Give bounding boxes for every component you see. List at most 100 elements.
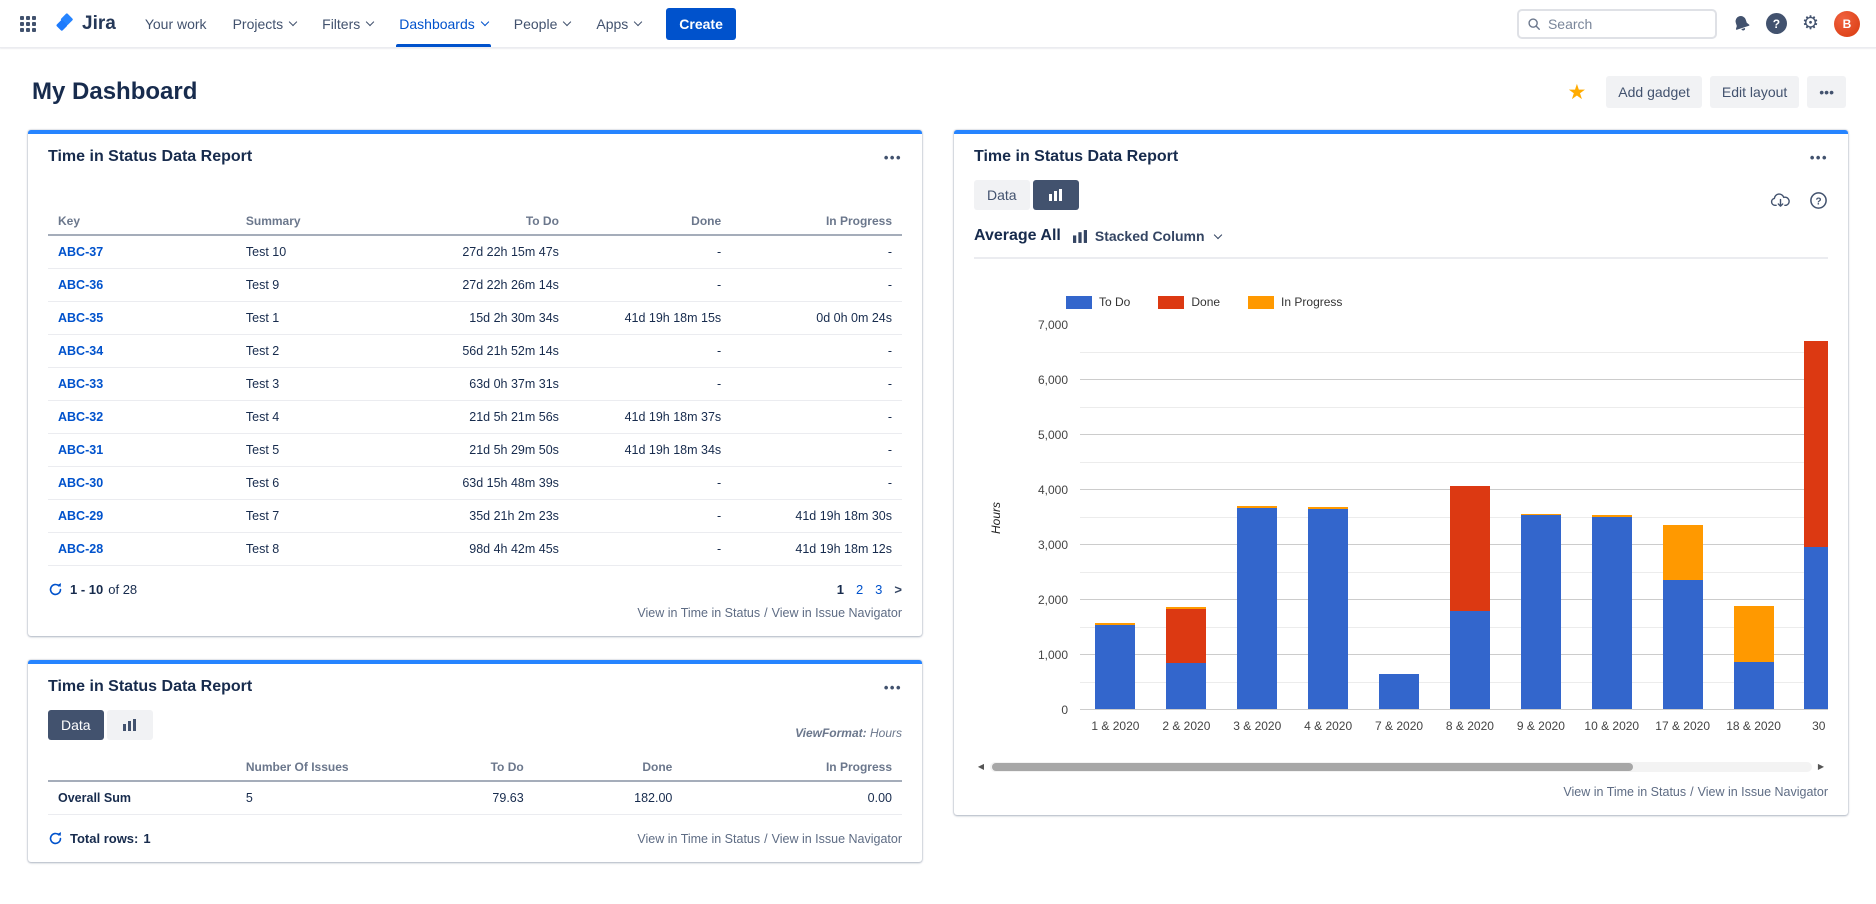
x-tick-label: 7 & 2020 (1375, 719, 1423, 733)
issue-key-link[interactable]: ABC-32 (58, 410, 103, 424)
scrollbar-thumb[interactable] (992, 763, 1633, 771)
view-in-time-in-status-link[interactable]: View in Time in Status (1563, 785, 1686, 799)
issue-key-link[interactable]: ABC-31 (58, 443, 103, 457)
col-header-done[interactable]: Done (569, 208, 731, 235)
tab-chart[interactable] (107, 710, 153, 740)
jira-logo[interactable]: Jira (54, 13, 116, 35)
col-header-summary[interactable]: Summary (236, 208, 398, 235)
y-tick-label: 0 (1061, 703, 1068, 717)
bar-segment (1663, 580, 1703, 709)
bar-11[interactable] (1804, 341, 1828, 709)
col-header-todo[interactable]: To Do (398, 754, 534, 781)
issue-summary: Test 5 (236, 434, 398, 467)
search-input[interactable] (1548, 16, 1707, 32)
dashboard-more-button[interactable]: ••• (1807, 76, 1846, 108)
view-in-issue-navigator-link[interactable]: View in Issue Navigator (772, 832, 902, 846)
nav-item-your-work[interactable]: Your work (132, 0, 220, 47)
gadget-more-icon[interactable]: ••• (884, 150, 902, 165)
tab-data[interactable]: Data (48, 710, 104, 740)
issue-key-link[interactable]: ABC-29 (58, 509, 103, 523)
tab-chart[interactable] (1033, 180, 1079, 210)
issue-key-link[interactable]: ABC-34 (58, 344, 103, 358)
gadget-title: Time in Status Data Report (48, 148, 252, 166)
bar-10[interactable] (1734, 606, 1774, 709)
issue-key-link[interactable]: ABC-35 (58, 311, 103, 325)
done-value: 41d 19h 18m 34s (569, 434, 731, 467)
col-header-todo[interactable]: To Do (398, 208, 569, 235)
chart-type-select[interactable]: Stacked Column (1073, 228, 1221, 244)
view-in-time-in-status-link[interactable]: View in Time in Status (637, 606, 760, 620)
page-3-link[interactable]: 3 (875, 582, 882, 597)
gadget-footer-links: View in Time in Status / View in Issue N… (637, 832, 902, 846)
bar-segment (1663, 525, 1703, 581)
in-progress-value: 41d 19h 18m 12s (731, 533, 902, 566)
notifications-bell-icon[interactable] (1729, 12, 1753, 36)
link-separator: / (1690, 785, 1693, 799)
download-icon[interactable] (1770, 192, 1791, 209)
view-in-issue-navigator-link[interactable]: View in Issue Navigator (772, 606, 902, 620)
legend-swatch-icon (1248, 296, 1274, 309)
nav-item-projects[interactable]: Projects (220, 0, 310, 47)
bar-2[interactable] (1166, 607, 1206, 709)
page-1-current[interactable]: 1 (837, 582, 844, 597)
bar-1[interactable] (1095, 623, 1135, 709)
view-tabs-row: Data ViewFormat: Hours (48, 710, 902, 740)
bar-9[interactable] (1663, 525, 1703, 709)
search-box[interactable] (1517, 9, 1717, 39)
bar-7[interactable] (1521, 514, 1561, 709)
y-axis-title-wrap: Hours (980, 325, 1012, 710)
view-in-time-in-status-link[interactable]: View in Time in Status (637, 832, 760, 846)
scroll-right-arrow[interactable]: ▶ (1814, 761, 1828, 773)
create-button[interactable]: Create (666, 8, 736, 40)
refresh-icon[interactable] (48, 582, 63, 597)
issue-summary: Test 9 (236, 269, 398, 302)
help-circle-icon[interactable]: ? (1809, 191, 1828, 210)
legend-swatch-icon (1158, 296, 1184, 309)
gadget-more-icon[interactable]: ••• (884, 680, 902, 695)
legend-item[interactable]: Done (1158, 295, 1220, 309)
done-value: - (569, 335, 731, 368)
bar-4[interactable] (1308, 507, 1348, 709)
issue-key-link[interactable]: ABC-28 (58, 542, 103, 556)
col-header-in-progress[interactable]: In Progress (682, 754, 902, 781)
legend-item[interactable]: To Do (1066, 295, 1130, 309)
bar-5[interactable] (1379, 674, 1419, 709)
bar-3[interactable] (1237, 506, 1277, 709)
page-2-link[interactable]: 2 (856, 582, 863, 597)
avatar[interactable]: B (1834, 11, 1860, 37)
help-icon[interactable]: ? (1766, 13, 1787, 34)
issue-key-link[interactable]: ABC-36 (58, 278, 103, 292)
nav-item-dashboards[interactable]: Dashboards (386, 0, 501, 47)
todo-value: 98d 4h 42m 45s (398, 533, 569, 566)
chart-horizontal-scrollbar[interactable]: ◀ ▶ (974, 761, 1828, 773)
tab-data[interactable]: Data (974, 180, 1030, 210)
legend-item[interactable]: In Progress (1248, 295, 1342, 309)
favorite-star-icon[interactable]: ★ (1567, 82, 1586, 103)
refresh-icon[interactable] (48, 831, 63, 846)
bar-6[interactable] (1450, 486, 1490, 709)
gadget-more-icon[interactable]: ••• (1810, 150, 1828, 165)
edit-layout-button[interactable]: Edit layout (1710, 76, 1799, 108)
bar-segment (1734, 662, 1774, 709)
gridline (1080, 462, 1828, 463)
scroll-left-arrow[interactable]: ◀ (974, 761, 988, 773)
col-header-in-progress[interactable]: In Progress (731, 208, 902, 235)
pagination-range: 1 - 10 (70, 582, 103, 597)
col-header-number-of-issues[interactable]: Number Of Issues (236, 754, 398, 781)
nav-item-filters[interactable]: Filters (309, 0, 386, 47)
issue-key-link[interactable]: ABC-30 (58, 476, 103, 490)
gear-icon[interactable]: ⚙ (1802, 14, 1819, 33)
next-page-arrow[interactable]: > (894, 582, 902, 597)
col-header-key[interactable]: Key (48, 208, 236, 235)
app-switcher-icon[interactable] (20, 16, 36, 32)
add-gadget-button[interactable]: Add gadget (1606, 76, 1702, 108)
issue-key-link[interactable]: ABC-37 (58, 245, 103, 259)
view-in-issue-navigator-link[interactable]: View in Issue Navigator (1698, 785, 1828, 799)
total-rows-value: 1 (143, 831, 150, 846)
scrollbar-track[interactable] (990, 762, 1812, 772)
col-header-done[interactable]: Done (534, 754, 683, 781)
bar-8[interactable] (1592, 515, 1632, 709)
nav-item-apps[interactable]: Apps (583, 0, 654, 47)
nav-item-people[interactable]: People (501, 0, 584, 47)
issue-key-link[interactable]: ABC-33 (58, 377, 103, 391)
